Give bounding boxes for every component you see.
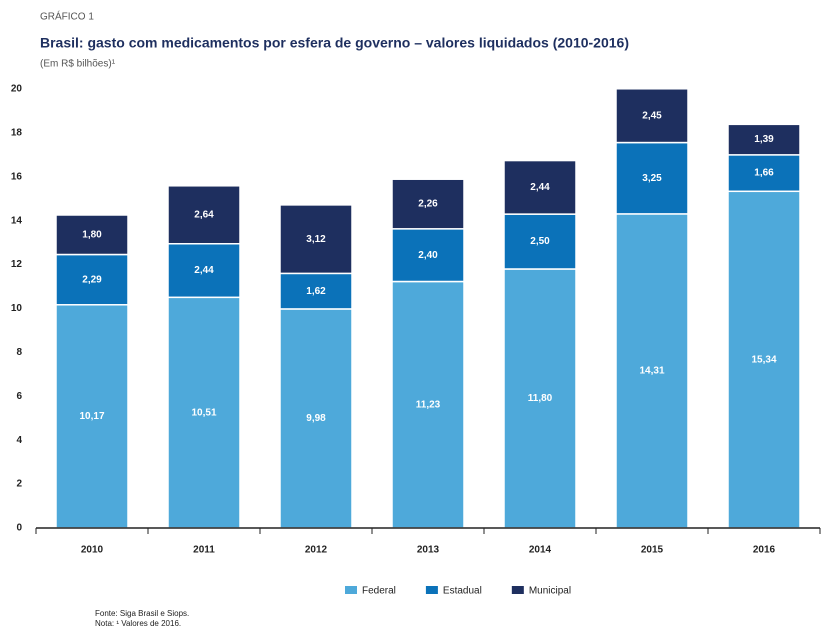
value-label: 11,23 <box>416 399 441 410</box>
y-tick-label: 0 <box>16 523 22 534</box>
bar-segment <box>727 123 801 156</box>
x-tick-label: 2015 <box>641 545 664 556</box>
bar-segment <box>503 159 577 215</box>
value-label: 1,62 <box>306 286 326 297</box>
value-label: 15,34 <box>751 354 776 365</box>
value-label: 2,44 <box>194 265 214 276</box>
x-tick-label: 2013 <box>417 545 440 556</box>
value-label: 3,12 <box>306 234 326 245</box>
note: Nota: ¹ Valores de 2016. <box>95 619 181 628</box>
x-tick-label: 2011 <box>193 545 215 556</box>
bar-segment <box>615 88 689 144</box>
x-tick-label: 2012 <box>305 545 328 556</box>
x-tick-label: 2014 <box>529 545 552 556</box>
x-tick-label: 2010 <box>81 545 104 556</box>
y-tick-label: 20 <box>11 84 23 95</box>
y-tick-label: 12 <box>11 259 23 270</box>
value-label: 9,98 <box>306 413 326 424</box>
chart-title: Brasil: gasto com medicamentos por esfer… <box>40 35 629 51</box>
chart-subtitle: (Em R$ bilhões)¹ <box>40 59 116 70</box>
legend-swatch <box>511 586 524 594</box>
bar-segment <box>279 272 353 310</box>
value-label: 2,26 <box>418 199 438 210</box>
y-tick-label: 4 <box>16 435 22 446</box>
value-label: 1,39 <box>754 134 774 145</box>
legend-label: Municipal <box>529 586 571 597</box>
bar-segment <box>55 304 129 529</box>
value-label: 2,45 <box>642 110 662 121</box>
y-tick-label: 8 <box>16 347 22 358</box>
bar-segment <box>391 178 465 230</box>
value-label: 1,66 <box>754 168 774 179</box>
value-label: 3,25 <box>642 173 662 184</box>
bar-segment <box>55 253 129 306</box>
legend-swatch <box>345 586 357 594</box>
y-tick-label: 18 <box>11 128 23 139</box>
y-tick-label: 2 <box>16 479 22 490</box>
legend-label: Estadual <box>443 586 482 597</box>
x-tick-label: 2016 <box>753 545 776 556</box>
source: Fonte: Siga Brasil e Siops. <box>95 609 189 618</box>
y-tick-label: 6 <box>16 391 22 402</box>
value-label: 1,80 <box>82 229 102 240</box>
value-label: 10,51 <box>191 407 216 418</box>
bar-segment <box>55 214 129 256</box>
bar-segment <box>391 280 465 529</box>
chart-kicker: GRÁFICO 1 <box>40 10 94 23</box>
value-label: 11,80 <box>528 393 553 404</box>
value-label: 2,40 <box>418 250 438 261</box>
bar-segment <box>167 296 241 529</box>
bar-segment <box>167 242 241 299</box>
y-tick-label: 14 <box>11 215 23 226</box>
y-tick-label: 10 <box>11 303 23 314</box>
bar-segment <box>727 154 801 193</box>
value-label: 10,17 <box>79 411 104 422</box>
value-label: 14,31 <box>639 366 664 377</box>
value-label: 2,64 <box>194 209 214 220</box>
value-label: 2,44 <box>530 182 550 193</box>
y-tick-label: 16 <box>11 171 23 182</box>
legend-label: Federal <box>362 586 396 597</box>
bar-segment <box>279 204 353 275</box>
bar-segment <box>167 185 241 245</box>
bar-segment <box>391 228 465 283</box>
bar-segment <box>615 213 689 529</box>
value-label: 2,29 <box>82 274 102 285</box>
legend-swatch <box>425 586 438 594</box>
bar-segment <box>503 268 577 529</box>
value-label: 2,50 <box>530 236 550 247</box>
bar-segment <box>727 190 801 529</box>
bar-segment <box>615 141 689 215</box>
